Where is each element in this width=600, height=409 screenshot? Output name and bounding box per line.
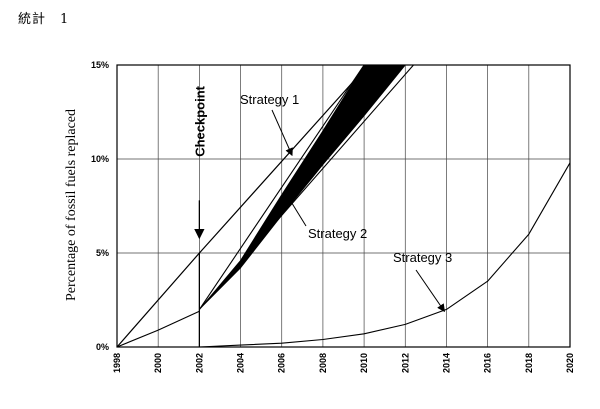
x-tick-label: 2018 <box>524 353 534 373</box>
strategy-1-line <box>116 64 369 348</box>
x-tick-label: 2008 <box>318 353 328 373</box>
x-tick-label: 2002 <box>194 353 204 373</box>
axes: 0% 5% 10% 15% 1998 2000 2002 2004 2006 2008 2010 20… <box>91 60 575 373</box>
y-tick-label: 10% <box>91 154 109 164</box>
strategy-2-lower-line <box>198 64 414 310</box>
x-tick-label: 2016 <box>483 353 493 373</box>
header-number: 1 <box>60 12 70 27</box>
x-tick-label: 2012 <box>400 353 410 373</box>
plot-frame <box>116 64 571 348</box>
strategy-3-pre-line <box>116 310 200 348</box>
x-tick-label: 2020 <box>565 353 575 373</box>
y-tick-label: 15% <box>91 60 109 70</box>
header-title: 統計 <box>18 12 47 27</box>
x-tick-label: 2006 <box>277 353 287 373</box>
series <box>116 64 571 348</box>
y-tick-label: 5% <box>96 248 109 258</box>
annotations: Checkpoint Strategy 1 Strategy 2 Strategy 3 <box>192 85 452 347</box>
strategy-3-line <box>199 162 571 348</box>
annotation-arrow <box>287 195 307 227</box>
x-tick-label: 1998 <box>112 353 122 373</box>
x-tick-label: 2000 <box>153 353 163 373</box>
annotation-label: Strategy 1 <box>240 92 299 107</box>
x-tick-label: 2004 <box>236 353 246 373</box>
annotation-arrow <box>415 269 445 313</box>
strategy-2-band <box>199 64 407 310</box>
x-tick-label: 2014 <box>441 353 451 373</box>
checkpoint-label: Checkpoint <box>192 85 207 156</box>
strategy-2-upper-line <box>198 64 365 310</box>
annotation-label: Strategy 2 <box>308 226 367 241</box>
x-tick-label: 2010 <box>359 353 369 373</box>
annotation-label: Strategy 3 <box>393 250 452 265</box>
page-header: 統計 1 <box>18 8 69 27</box>
annotation-arrow <box>271 109 293 157</box>
y-tick-label: 0% <box>96 342 109 352</box>
y-axis-label: Percentage of fossil fuels replaced <box>64 109 79 301</box>
